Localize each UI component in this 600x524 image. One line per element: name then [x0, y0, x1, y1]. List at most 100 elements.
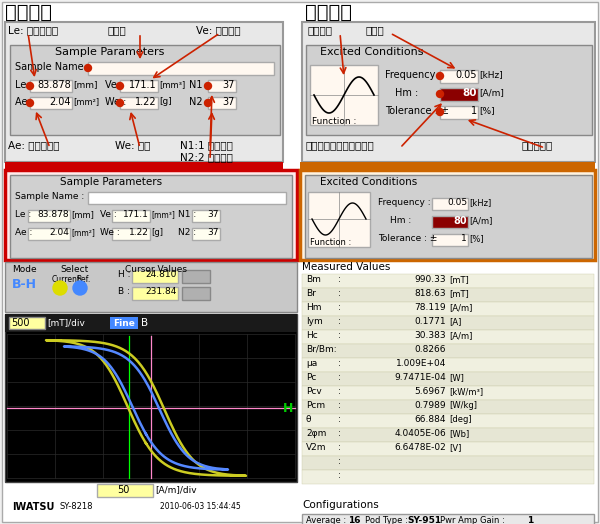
- Bar: [5, 314, 297, 482]
- Text: [A/m]: [A/m]: [469, 216, 493, 225]
- Polygon shape: [30, 162, 100, 170]
- Circle shape: [85, 64, 91, 71]
- Text: SY-8218: SY-8218: [60, 502, 94, 511]
- Text: Hc: Hc: [306, 331, 318, 340]
- Text: 80: 80: [454, 216, 467, 226]
- Text: B :: B :: [118, 287, 130, 296]
- Bar: [440, 70, 478, 83]
- Text: [kHz]: [kHz]: [469, 198, 491, 207]
- Bar: [192, 210, 220, 222]
- Text: 990.33: 990.33: [415, 275, 446, 284]
- Text: Pod Type :: Pod Type :: [365, 516, 408, 524]
- Text: [mT]: [mT]: [449, 275, 469, 284]
- Text: [mT]: [mT]: [449, 289, 469, 298]
- Text: 測定条件: 測定条件: [305, 3, 352, 22]
- Bar: [5, 22, 283, 162]
- Text: 37: 37: [223, 80, 235, 90]
- Bar: [310, 65, 378, 125]
- Bar: [9, 317, 45, 329]
- Bar: [302, 428, 594, 442]
- Text: 0.05: 0.05: [455, 70, 477, 80]
- Text: Ref.: Ref.: [76, 275, 90, 284]
- Bar: [302, 470, 594, 484]
- Bar: [10, 45, 280, 135]
- Text: 0.05: 0.05: [447, 198, 467, 207]
- Bar: [302, 302, 594, 316]
- Text: Ae :: Ae :: [15, 97, 34, 107]
- Bar: [28, 228, 70, 240]
- Text: :: :: [338, 317, 341, 326]
- Bar: [302, 400, 594, 414]
- Text: Iym: Iym: [306, 317, 323, 326]
- Text: [A]: [A]: [449, 317, 461, 326]
- Text: Sample Name :: Sample Name :: [15, 62, 90, 72]
- Text: :: :: [338, 457, 341, 466]
- Text: [mm]: [mm]: [71, 210, 94, 219]
- Bar: [432, 216, 468, 228]
- Text: 4.0405E-06: 4.0405E-06: [394, 429, 446, 438]
- Text: 2φm: 2φm: [306, 429, 326, 438]
- Circle shape: [437, 91, 443, 97]
- Bar: [302, 386, 594, 400]
- Text: H: H: [283, 402, 293, 415]
- Bar: [5, 170, 297, 260]
- Text: H :: H :: [118, 270, 131, 279]
- Text: Ve :: Ve :: [105, 80, 123, 90]
- Bar: [97, 484, 153, 497]
- Text: Average :: Average :: [306, 516, 346, 524]
- Text: 2.04: 2.04: [49, 97, 71, 107]
- Text: 0.8266: 0.8266: [415, 345, 446, 354]
- Text: 66.884: 66.884: [415, 415, 446, 424]
- Text: Hm :: Hm :: [390, 216, 411, 225]
- Text: Br/Bm:: Br/Bm:: [306, 345, 337, 354]
- Text: [Wb]: [Wb]: [449, 429, 469, 438]
- Text: 試料条件: 試料条件: [5, 3, 52, 22]
- Text: 2010-06-03 15:44:45: 2010-06-03 15:44:45: [160, 502, 241, 511]
- Text: 1: 1: [461, 234, 467, 243]
- Text: Hm :: Hm :: [395, 88, 418, 98]
- Text: [mm]: [mm]: [73, 80, 97, 89]
- Text: 励磁信号: 励磁信号: [308, 25, 333, 35]
- Bar: [302, 456, 594, 470]
- Bar: [208, 97, 236, 109]
- Text: [V]: [V]: [449, 443, 461, 452]
- Text: [g]: [g]: [151, 228, 163, 237]
- Text: θ: θ: [306, 415, 311, 424]
- Bar: [208, 80, 236, 92]
- Text: Mode: Mode: [12, 265, 37, 274]
- Text: [deg]: [deg]: [449, 415, 472, 424]
- Text: [mm³]: [mm³]: [151, 210, 175, 219]
- Text: :: :: [338, 289, 341, 298]
- Text: 0.7989: 0.7989: [415, 401, 446, 410]
- Text: Configurations: Configurations: [302, 500, 379, 510]
- Text: 231.84: 231.84: [146, 287, 177, 296]
- Bar: [182, 270, 210, 283]
- Text: We :: We :: [100, 228, 120, 237]
- Text: 30.383: 30.383: [415, 331, 446, 340]
- Bar: [10, 175, 292, 258]
- Text: Function :: Function :: [310, 238, 351, 247]
- Text: Ae: 実効断面積: Ae: 実効断面積: [8, 140, 59, 150]
- Text: 目標磁界／目標磁束密度: 目標磁界／目標磁束密度: [305, 140, 374, 150]
- Bar: [302, 514, 594, 524]
- Bar: [302, 414, 594, 428]
- Text: :: :: [338, 429, 341, 438]
- Text: Ae :: Ae :: [15, 228, 32, 237]
- Bar: [28, 210, 70, 222]
- Text: 16: 16: [348, 516, 361, 524]
- Circle shape: [73, 281, 87, 295]
- Bar: [132, 270, 178, 283]
- Text: Tolerance : ±: Tolerance : ±: [385, 106, 449, 116]
- Text: 37: 37: [208, 210, 219, 219]
- Bar: [182, 287, 210, 300]
- Bar: [440, 88, 478, 101]
- Text: Fine: Fine: [113, 319, 135, 328]
- Text: Frequency :: Frequency :: [385, 70, 442, 80]
- Bar: [192, 228, 220, 240]
- Text: μa: μa: [306, 359, 317, 368]
- Text: :: :: [338, 373, 341, 382]
- Text: V2m: V2m: [306, 443, 326, 452]
- Text: [A/m]: [A/m]: [479, 88, 504, 97]
- Text: 1.22: 1.22: [129, 228, 149, 237]
- Polygon shape: [5, 162, 283, 170]
